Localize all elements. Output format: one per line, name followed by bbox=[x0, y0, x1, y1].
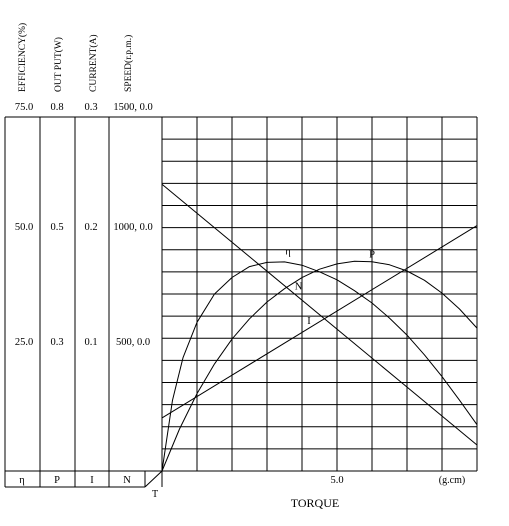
tick-label-speed: 1000, 0.0 bbox=[113, 222, 152, 233]
tick-label-current: 0.2 bbox=[84, 222, 97, 233]
axis-label-current: CURRENT(A) bbox=[88, 34, 99, 92]
tick-labels: 75.0 50.0 25.0 0.8 0.5 0.3 0.3 0.2 0.1 1500, 0.0 1… bbox=[15, 102, 344, 486]
series-label-output: P bbox=[369, 250, 375, 261]
axis-labels: EFFICIENCY(%) OUT PUT(W) CURRENT(A) SPEED(r… bbox=[17, 23, 134, 92]
series-lines: η N P I bbox=[161, 183, 478, 472]
symbol-efficiency: η bbox=[19, 475, 25, 486]
series-label-current: I bbox=[307, 316, 311, 327]
tick-label-efficiency: 75.0 bbox=[15, 102, 33, 113]
axis-label-efficiency: EFFICIENCY(%) bbox=[17, 23, 28, 92]
x-axis-unit: (g.cm) bbox=[439, 475, 465, 486]
tick-label-current: 0.3 bbox=[84, 102, 97, 113]
origin-diagonal bbox=[144, 470, 163, 488]
chart-frame bbox=[4, 116, 478, 488]
series-line-speed bbox=[161, 183, 478, 446]
tick-label-speed: 500, 0.0 bbox=[116, 337, 150, 348]
tick-label-speed: 1500, 0.0 bbox=[113, 102, 152, 113]
tick-label-output: 0.8 bbox=[50, 102, 63, 113]
chart-grid bbox=[162, 117, 477, 471]
tick-label-current: 0.1 bbox=[84, 337, 97, 348]
axis-label-speed: SPEED(r.p.m.) bbox=[123, 35, 134, 92]
series-label-speed: N bbox=[295, 281, 303, 292]
series-label-efficiency: η bbox=[285, 247, 291, 258]
tick-label-efficiency: 25.0 bbox=[15, 337, 33, 348]
symbol-speed: N bbox=[123, 475, 131, 486]
x-axis-label: TORQUE bbox=[291, 496, 339, 510]
tick-label-output: 0.3 bbox=[50, 337, 63, 348]
axis-label-output: OUT PUT(W) bbox=[53, 37, 64, 92]
series-line-current bbox=[161, 225, 478, 419]
series-line-output bbox=[161, 260, 478, 472]
symbol-current: I bbox=[90, 475, 94, 486]
symbol-output: P bbox=[54, 475, 60, 486]
tick-label-output: 0.5 bbox=[50, 222, 63, 233]
origin-label: T bbox=[152, 489, 158, 500]
tick-label-efficiency: 50.0 bbox=[15, 222, 33, 233]
series-line-efficiency bbox=[161, 261, 478, 472]
x-tick-label: 5.0 bbox=[330, 475, 343, 486]
